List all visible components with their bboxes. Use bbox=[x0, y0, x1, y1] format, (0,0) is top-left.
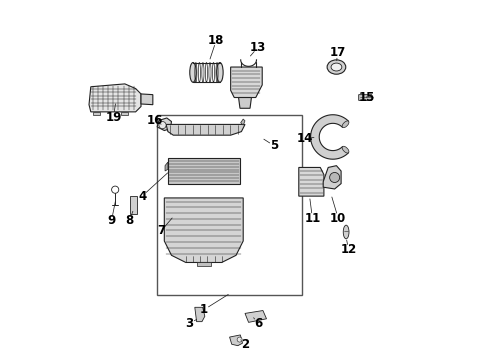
Polygon shape bbox=[231, 67, 262, 98]
Ellipse shape bbox=[342, 121, 349, 128]
Polygon shape bbox=[311, 115, 348, 159]
Polygon shape bbox=[130, 196, 137, 214]
Polygon shape bbox=[245, 311, 267, 322]
Text: 14: 14 bbox=[297, 132, 314, 145]
Text: 6: 6 bbox=[254, 317, 262, 330]
Polygon shape bbox=[166, 125, 245, 135]
Polygon shape bbox=[89, 84, 141, 112]
Text: 4: 4 bbox=[138, 190, 146, 203]
Circle shape bbox=[159, 122, 166, 129]
Text: 11: 11 bbox=[304, 212, 320, 225]
Text: 9: 9 bbox=[107, 214, 116, 227]
Polygon shape bbox=[323, 166, 341, 189]
Ellipse shape bbox=[343, 225, 349, 239]
Circle shape bbox=[112, 186, 119, 193]
Polygon shape bbox=[157, 118, 171, 131]
Polygon shape bbox=[359, 95, 373, 100]
Ellipse shape bbox=[217, 63, 223, 82]
Text: 5: 5 bbox=[270, 139, 278, 152]
Polygon shape bbox=[196, 262, 211, 266]
Text: 16: 16 bbox=[147, 114, 163, 127]
Text: 13: 13 bbox=[250, 41, 266, 54]
Ellipse shape bbox=[342, 146, 349, 153]
Ellipse shape bbox=[327, 60, 346, 74]
Polygon shape bbox=[93, 112, 100, 116]
Circle shape bbox=[330, 172, 340, 183]
Polygon shape bbox=[164, 198, 243, 262]
Text: 12: 12 bbox=[341, 243, 357, 256]
Polygon shape bbox=[241, 119, 245, 125]
Text: 2: 2 bbox=[241, 338, 249, 351]
Ellipse shape bbox=[331, 63, 342, 71]
Text: 17: 17 bbox=[329, 46, 345, 59]
Text: 15: 15 bbox=[359, 91, 375, 104]
Polygon shape bbox=[141, 94, 153, 105]
Text: 8: 8 bbox=[125, 214, 134, 227]
Text: 1: 1 bbox=[200, 303, 208, 316]
Polygon shape bbox=[299, 167, 324, 196]
Bar bbox=[157, 116, 302, 295]
Polygon shape bbox=[122, 112, 128, 116]
Text: 7: 7 bbox=[157, 224, 165, 238]
Polygon shape bbox=[195, 307, 205, 321]
Text: 3: 3 bbox=[185, 317, 194, 330]
Ellipse shape bbox=[190, 63, 196, 82]
Text: 19: 19 bbox=[105, 111, 122, 124]
Text: 10: 10 bbox=[330, 212, 346, 225]
Polygon shape bbox=[165, 162, 168, 171]
Polygon shape bbox=[230, 335, 243, 346]
Polygon shape bbox=[168, 158, 240, 184]
Circle shape bbox=[237, 337, 242, 342]
Polygon shape bbox=[239, 98, 251, 108]
Text: 18: 18 bbox=[208, 33, 224, 47]
